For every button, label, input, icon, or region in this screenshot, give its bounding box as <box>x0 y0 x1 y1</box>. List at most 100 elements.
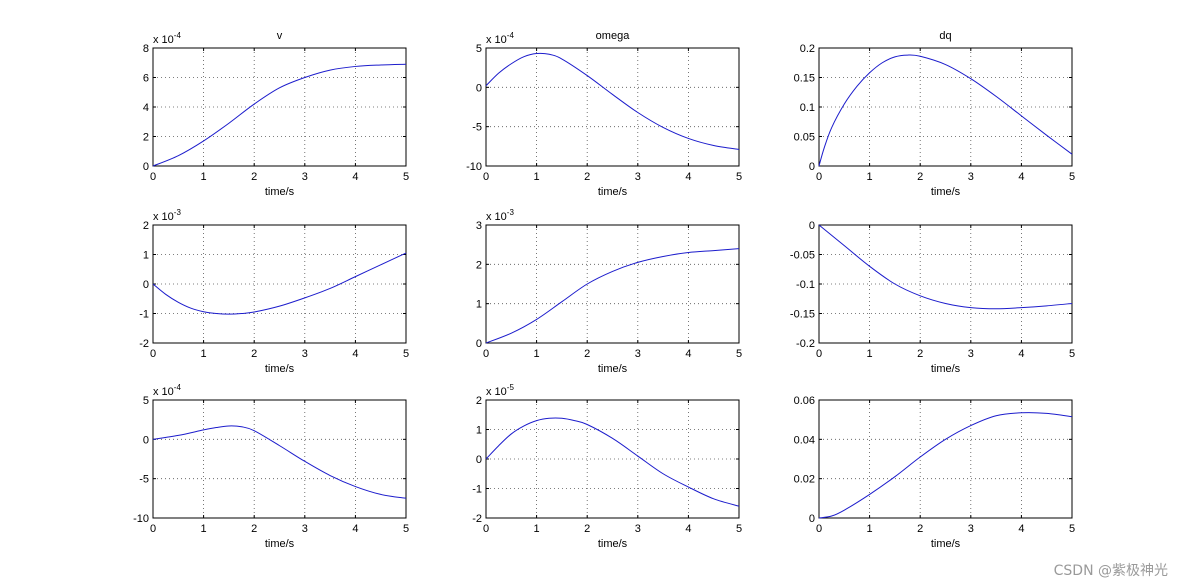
x-tick-label: 1 <box>867 523 873 535</box>
series-line <box>152 425 407 499</box>
y-tick-label: 0 <box>143 279 149 291</box>
y-tick-label: -10 <box>466 161 482 173</box>
series-line <box>818 412 1073 519</box>
y-exponent-label: x 10-3 <box>153 208 181 223</box>
x-tick-label: 0 <box>483 348 489 360</box>
subplot-5: 0 1 2 3 4 5 0 1 2 3 x 10-3 time/s <box>476 208 742 375</box>
y-exponent-label: x 10-4 <box>486 31 514 46</box>
y-tick-label: 0 <box>809 161 815 173</box>
x-tick-label: 1 <box>867 171 873 183</box>
series-line <box>485 248 740 344</box>
y-tick-label: 3 <box>476 220 482 232</box>
x-tick-label: 2 <box>251 348 257 360</box>
x-tick-label: 3 <box>635 348 641 360</box>
y-tick-label: -0.15 <box>790 309 815 321</box>
x-tick-label: 0 <box>483 523 489 535</box>
subplot-4: 0 1 2 3 4 5 -2 -1 0 1 2 x 10-3 time/s <box>139 208 409 375</box>
x-axis-label: time/s <box>598 538 628 550</box>
x-tick-label: 1 <box>534 348 540 360</box>
x-tick-label: 0 <box>816 348 822 360</box>
y-tick-label: 1 <box>476 299 482 311</box>
y-tick-label: -0.2 <box>796 338 815 350</box>
axes-box <box>485 224 740 344</box>
y-tick-label: 0 <box>476 454 482 466</box>
y-tick-label: -5 <box>472 122 482 134</box>
y-tick-label: 0 <box>143 434 149 446</box>
watermark: CSDN @紫极神光 <box>1053 563 1168 579</box>
axes-box <box>818 224 1073 344</box>
x-tick-label: 5 <box>1069 523 1075 535</box>
x-tick-label: 5 <box>736 348 742 360</box>
series-line <box>818 224 1073 310</box>
series-line <box>485 52 740 150</box>
x-tick-label: 2 <box>917 523 923 535</box>
y-exponent-label: x 10-3 <box>486 208 514 223</box>
x-tick-label: 4 <box>685 171 691 183</box>
x-tick-label: 2 <box>584 171 590 183</box>
x-tick-label: 2 <box>251 523 257 535</box>
y-tick-label: 1 <box>476 425 482 437</box>
x-tick-label: 4 <box>352 523 358 535</box>
subplot-9: 0 1 2 3 4 5 0 0.02 0.04 0.06 time/s <box>794 395 1075 550</box>
x-tick-label: 4 <box>352 348 358 360</box>
x-axis-label: time/s <box>931 186 961 198</box>
x-tick-label: 5 <box>736 523 742 535</box>
x-tick-label: 3 <box>635 171 641 183</box>
x-tick-label: 1 <box>201 171 207 183</box>
y-tick-label: 5 <box>143 395 149 407</box>
x-tick-label: 1 <box>534 523 540 535</box>
y-exponent-label: x 10-4 <box>153 383 181 398</box>
x-tick-label: 3 <box>968 171 974 183</box>
y-tick-label: 0 <box>809 513 815 525</box>
x-axis-label: time/s <box>931 538 961 550</box>
x-tick-label: 5 <box>403 348 409 360</box>
y-tick-label: 0.04 <box>794 434 815 446</box>
y-tick-label: -0.1 <box>796 279 815 291</box>
y-tick-label: -1 <box>139 309 149 321</box>
x-tick-label: 3 <box>302 523 308 535</box>
x-axis-label: time/s <box>598 186 628 198</box>
x-tick-label: 5 <box>403 171 409 183</box>
series-line <box>818 54 1073 167</box>
y-tick-label: 4 <box>143 102 149 114</box>
x-tick-label: 2 <box>917 171 923 183</box>
y-tick-label: -10 <box>133 513 149 525</box>
y-tick-label: 5 <box>476 43 482 55</box>
subplot-2: 0 1 2 3 4 5 -10 -5 0 5 x 10-4 omega time/s <box>466 30 742 198</box>
x-axis-label: time/s <box>265 186 295 198</box>
y-tick-label: -2 <box>139 338 149 350</box>
x-tick-label: 3 <box>302 171 308 183</box>
x-tick-label: 3 <box>968 523 974 535</box>
x-axis-label: time/s <box>265 538 295 550</box>
series-line <box>152 63 407 167</box>
y-tick-label: -1 <box>472 484 482 496</box>
x-tick-label: 1 <box>201 523 207 535</box>
x-tick-label: 0 <box>150 171 156 183</box>
axes-box <box>818 399 1073 519</box>
y-tick-label: 0.15 <box>794 73 815 85</box>
x-tick-label: 5 <box>1069 348 1075 360</box>
x-tick-label: 4 <box>352 171 358 183</box>
x-tick-label: 5 <box>403 523 409 535</box>
y-tick-label: 0.2 <box>800 43 815 55</box>
y-tick-label: 0.05 <box>794 132 815 144</box>
y-tick-label: 0 <box>143 161 149 173</box>
subplot-7: 0 1 2 3 4 5 -10 -5 0 5 x 10-4 time/s <box>133 383 409 550</box>
x-tick-label: 2 <box>917 348 923 360</box>
y-tick-label: -0.05 <box>790 250 815 262</box>
subplot-title: v <box>277 30 283 42</box>
x-tick-label: 0 <box>816 171 822 183</box>
y-tick-label: 0.06 <box>794 395 815 407</box>
x-tick-label: 0 <box>483 171 489 183</box>
y-tick-label: 2 <box>143 220 149 232</box>
y-tick-label: -2 <box>472 513 482 525</box>
x-tick-label: 4 <box>1018 348 1024 360</box>
subplot-1: 0 1 2 3 4 5 0 2 4 6 8 x 10-4 v time/s <box>143 30 409 198</box>
x-tick-label: 4 <box>1018 171 1024 183</box>
x-axis-label: time/s <box>598 363 628 375</box>
x-tick-label: 0 <box>150 348 156 360</box>
y-tick-label: 1 <box>143 250 149 262</box>
y-tick-label: 2 <box>476 395 482 407</box>
y-tick-label: 0 <box>476 82 482 94</box>
